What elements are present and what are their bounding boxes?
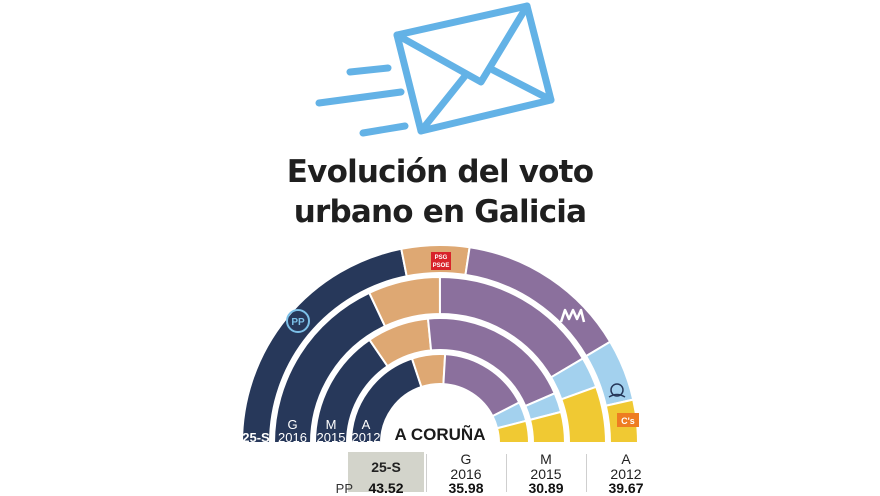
table-header-2: M 2015 [508,452,584,492]
table-cell: 43.52 [368,480,404,496]
ciudadanos-logo-text: C's [621,416,635,426]
envelope-icon [315,2,555,137]
ring-label-top-3: A [362,417,371,432]
ring-label-3: 2012 [352,430,381,445]
psoe-logo-text: PSOE [433,263,450,269]
arc-cs-1 [560,385,608,444]
table-header-0: 25-S [348,452,424,492]
bng-logo [610,383,624,397]
pp-logo-text: PP [291,317,305,328]
ring-label-1: 2016 [278,430,307,445]
table-header-top: 25-S [371,459,401,475]
chart-logos: PP PSG PSOE C's [286,252,639,427]
table-header-top: G [460,451,472,467]
table-cell: 35.98 [448,480,484,496]
psdeg-logo-text: PSG [435,255,448,261]
arc-cs-3 [495,419,531,444]
table-header-top: M [540,451,552,467]
city-label: A CORUÑA [394,425,486,444]
psdeg-psoe-logo [431,252,451,270]
table-divider [586,454,587,492]
table-row-label: PP [335,481,353,496]
page-title: Evolución del voto urbano en Galicia [0,152,880,232]
table-header-bottom: 2012 [610,466,642,482]
table-header-1: G 2016 [428,452,504,492]
table-header-bottom: 2015 [530,466,562,482]
pp-logo [286,309,310,333]
ciudadanos-logo [617,413,639,427]
table-divider [506,454,507,492]
arc-cs-2 [528,410,567,444]
ring-label-top-1: G [287,417,297,432]
bng-logo-wave [608,393,626,398]
chart-arcs [240,244,640,444]
table-header-3: A 2012 [588,452,664,492]
ring-label-0: 25-S [242,430,270,445]
table-cell: 30.89 [528,480,564,496]
table-divider [426,454,427,492]
table-header-top: A [621,451,631,467]
title-line-2: urbano en Galicia [293,194,587,230]
ring-label-top-2: M [326,417,337,432]
table-cell: 39.67 [608,480,644,496]
table-header-bottom: 2016 [450,466,482,482]
title-line-1: Evolución del voto [286,154,594,190]
ring-label-2: 2015 [317,430,346,445]
marea-logo [559,308,586,323]
